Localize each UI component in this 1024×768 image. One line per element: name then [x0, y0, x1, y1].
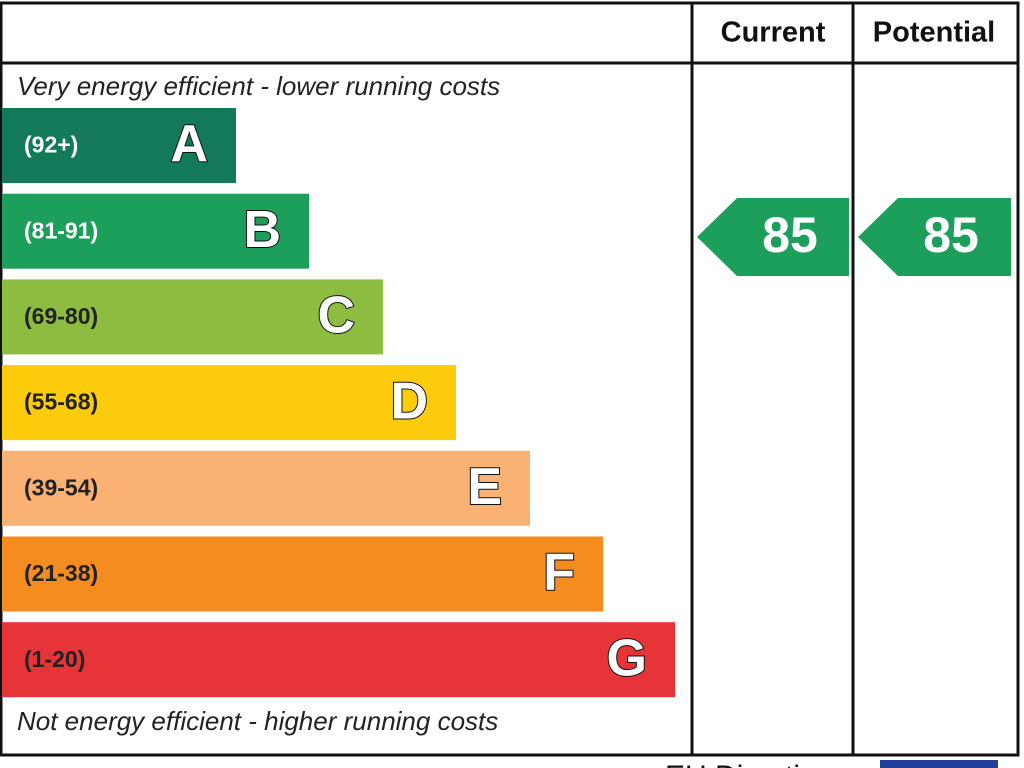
- band-range: (81-91): [24, 217, 98, 243]
- eu-flag: [880, 760, 998, 768]
- band-range: (21-38): [24, 560, 98, 586]
- band-bar: [2, 193, 309, 269]
- band-bar: [2, 450, 530, 526]
- footer-text: EU Directive: [665, 760, 832, 768]
- band-bar: [2, 279, 383, 355]
- current-rating: 85: [762, 207, 818, 263]
- band-range: (1-20): [24, 646, 85, 672]
- band-letter: C: [317, 287, 355, 345]
- potential-rating: 85: [923, 207, 979, 263]
- band-bar: [2, 365, 456, 441]
- potential-header: Potential: [873, 17, 995, 49]
- band-bar: [2, 622, 675, 698]
- band-letter: E: [467, 458, 502, 516]
- band-bar: [2, 536, 603, 612]
- band-range: (39-54): [24, 474, 98, 500]
- band-range: (55-68): [24, 389, 98, 415]
- current-arrow: [697, 198, 849, 276]
- bottom-note: Not energy efficient - higher running co…: [17, 706, 498, 736]
- band-letter: F: [543, 544, 575, 602]
- current-header: Current: [721, 17, 826, 49]
- band-letter: A: [170, 115, 208, 173]
- potential-arrow: [858, 198, 1011, 276]
- band-range: (92+): [24, 132, 78, 158]
- band-letter: G: [607, 629, 647, 687]
- band-letter: B: [243, 201, 281, 259]
- band-letter: D: [390, 372, 428, 430]
- band-bar: [2, 108, 236, 183]
- top-note: Very energy efficient - lower running co…: [17, 71, 500, 101]
- band-range: (69-80): [24, 303, 98, 329]
